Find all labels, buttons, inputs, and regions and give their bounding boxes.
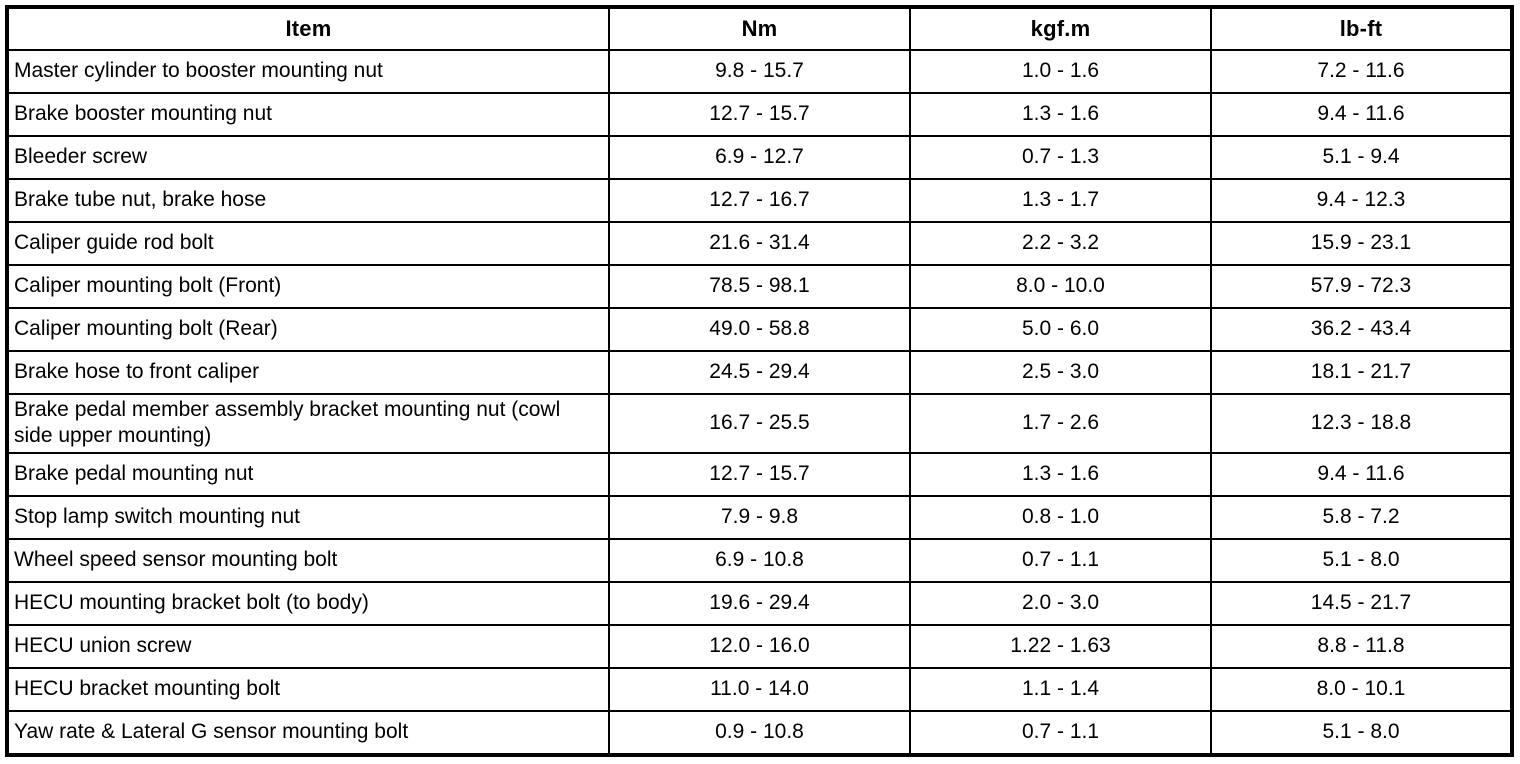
table-row: HECU bracket mounting bolt 11.0 - 14.0 1… [6,666,1513,712]
item-cell: HECU mounting bracket bolt (to body) [6,580,610,626]
table-row: Brake booster mounting nut 12.7 - 15.7 1… [6,92,1513,138]
lbft-cell: 8.8 - 11.8 [1210,623,1513,669]
lbft-cell: 57.9 - 72.3 [1210,264,1513,310]
header-row: Item Nm kgf.m lb-ft [6,6,1513,51]
nm-cell: 6.9 - 10.8 [608,537,911,583]
lbft-cell: 18.1 - 21.7 [1210,350,1513,396]
nm-cell: 12.7 - 15.7 [608,92,911,138]
table-row: Brake tube nut, brake hose 12.7 - 16.7 1… [6,178,1513,224]
kgfm-cell: 1.0 - 1.6 [909,48,1212,95]
lbft-cell: 9.4 - 11.6 [1210,92,1513,138]
kgfm-cell: 0.7 - 1.3 [909,135,1212,181]
nm-cell: 12.7 - 16.7 [608,178,911,224]
table-body: Master cylinder to booster mounting nut … [6,48,1513,757]
kgfm-cell: 1.7 - 2.6 [909,393,1212,454]
nm-cell: 0.9 - 10.8 [608,709,911,757]
nm-cell: 9.8 - 15.7 [608,48,911,95]
column-header-kgfm: kgf.m [909,6,1212,51]
nm-cell: 12.7 - 15.7 [608,451,911,497]
table-row: Master cylinder to booster mounting nut … [6,48,1513,95]
nm-cell: 21.6 - 31.4 [608,221,911,267]
nm-cell: 16.7 - 25.5 [608,393,911,454]
kgfm-cell: 0.7 - 1.1 [909,709,1212,757]
item-cell: Brake booster mounting nut [6,92,610,138]
lbft-cell: 5.1 - 8.0 [1210,537,1513,583]
nm-cell: 12.0 - 16.0 [608,623,911,669]
table-row: Caliper mounting bolt (Front) 78.5 - 98.… [6,264,1513,310]
kgfm-cell: 0.7 - 1.1 [909,537,1212,583]
kgfm-cell: 1.1 - 1.4 [909,666,1212,712]
torque-spec-table: Item Nm kgf.m lb-ft Master cylinder to b… [5,5,1514,757]
item-cell: Brake hose to front caliper [6,350,610,396]
nm-cell: 7.9 - 9.8 [608,494,911,540]
kgfm-cell: 2.5 - 3.0 [909,350,1212,396]
lbft-cell: 36.2 - 43.4 [1210,307,1513,353]
nm-cell: 49.0 - 58.8 [608,307,911,353]
table-header: Item Nm kgf.m lb-ft [6,6,1513,51]
kgfm-cell: 1.3 - 1.7 [909,178,1212,224]
table-row: Brake hose to front caliper 24.5 - 29.4 … [6,350,1513,396]
column-header-item: Item [6,6,610,51]
item-cell: Caliper mounting bolt (Rear) [6,307,610,353]
kgfm-cell: 1.3 - 1.6 [909,451,1212,497]
kgfm-cell: 2.2 - 3.2 [909,221,1212,267]
table-row: Bleeder screw 6.9 - 12.7 0.7 - 1.3 5.1 -… [6,135,1513,181]
lbft-cell: 7.2 - 11.6 [1210,48,1513,95]
item-cell: Caliper mounting bolt (Front) [6,264,610,310]
nm-cell: 6.9 - 12.7 [608,135,911,181]
nm-cell: 24.5 - 29.4 [608,350,911,396]
item-cell: HECU bracket mounting bolt [6,666,610,712]
kgfm-cell: 2.0 - 3.0 [909,580,1212,626]
table-row: HECU mounting bracket bolt (to body) 19.… [6,580,1513,626]
kgfm-cell: 1.3 - 1.6 [909,92,1212,138]
column-header-nm: Nm [608,6,911,51]
table-row: Yaw rate & Lateral G sensor mounting bol… [6,709,1513,757]
table-row: Caliper mounting bolt (Rear) 49.0 - 58.8… [6,307,1513,353]
lbft-cell: 12.3 - 18.8 [1210,393,1513,454]
table-row: HECU union screw 12.0 - 16.0 1.22 - 1.63… [6,623,1513,669]
table-row: Brake pedal member assembly bracket moun… [6,393,1513,454]
item-cell: Caliper guide rod bolt [6,221,610,267]
table-row: Stop lamp switch mounting nut 7.9 - 9.8 … [6,494,1513,540]
table-row: Wheel speed sensor mounting bolt 6.9 - 1… [6,537,1513,583]
table-row: Brake pedal mounting nut 12.7 - 15.7 1.3… [6,451,1513,497]
kgfm-cell: 0.8 - 1.0 [909,494,1212,540]
lbft-cell: 14.5 - 21.7 [1210,580,1513,626]
lbft-cell: 5.8 - 7.2 [1210,494,1513,540]
item-cell: Brake tube nut, brake hose [6,178,610,224]
item-cell: Stop lamp switch mounting nut [6,494,610,540]
item-cell: Master cylinder to booster mounting nut [6,48,610,95]
nm-cell: 19.6 - 29.4 [608,580,911,626]
lbft-cell: 8.0 - 10.1 [1210,666,1513,712]
lbft-cell: 15.9 - 23.1 [1210,221,1513,267]
kgfm-cell: 1.22 - 1.63 [909,623,1212,669]
table-row: Caliper guide rod bolt 21.6 - 31.4 2.2 -… [6,221,1513,267]
lbft-cell: 5.1 - 8.0 [1210,709,1513,757]
item-cell: Wheel speed sensor mounting bolt [6,537,610,583]
nm-cell: 11.0 - 14.0 [608,666,911,712]
item-cell: Bleeder screw [6,135,610,181]
column-header-lbft: lb-ft [1210,6,1513,51]
nm-cell: 78.5 - 98.1 [608,264,911,310]
kgfm-cell: 8.0 - 10.0 [909,264,1212,310]
item-cell: HECU union screw [6,623,610,669]
item-cell: Brake pedal member assembly bracket moun… [6,393,610,454]
lbft-cell: 9.4 - 11.6 [1210,451,1513,497]
item-cell: Yaw rate & Lateral G sensor mounting bol… [6,709,610,757]
lbft-cell: 5.1 - 9.4 [1210,135,1513,181]
lbft-cell: 9.4 - 12.3 [1210,178,1513,224]
kgfm-cell: 5.0 - 6.0 [909,307,1212,353]
item-cell: Brake pedal mounting nut [6,451,610,497]
